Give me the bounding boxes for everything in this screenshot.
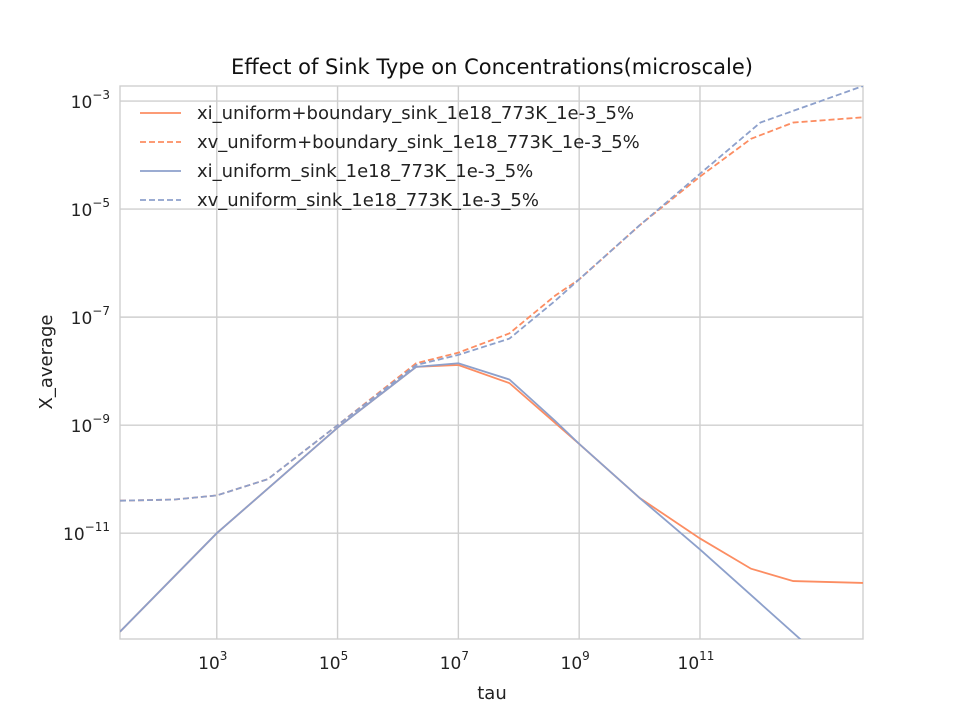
legend-label: xi_uniform_sink_1e18_773K_1e-3_5% bbox=[197, 161, 533, 182]
tick-labels: 103 105 107 109 1011 10−11 10−9 10−7 10−5 10−3 bbox=[63, 88, 714, 674]
x-axis-label: tau bbox=[477, 683, 507, 704]
y-tick-label: 10−9 bbox=[71, 412, 110, 437]
y-tick-label: 10−11 bbox=[63, 520, 110, 545]
x-tick-label: 107 bbox=[440, 649, 469, 674]
plot-frame bbox=[119, 85, 864, 640]
x-tick-label: 109 bbox=[561, 649, 590, 674]
y-tick-label: 10−5 bbox=[71, 196, 110, 221]
series-line-3 bbox=[120, 362, 802, 639]
x-tick-label: 105 bbox=[319, 649, 348, 674]
series-line-2 bbox=[120, 116, 863, 502]
legend-label: xi_uniform+boundary_sink_1e18_773K_1e-3_… bbox=[197, 103, 634, 124]
y-tick-label: 10−3 bbox=[71, 88, 110, 113]
series-line-4 bbox=[120, 86, 863, 502]
x-tick-label: 103 bbox=[198, 649, 227, 674]
x-tick-label: 1011 bbox=[678, 649, 715, 674]
series-line-1 bbox=[120, 364, 863, 633]
y-tick-label: 10−7 bbox=[71, 304, 110, 329]
legend-label: xv_uniform_sink_1e18_773K_1e-3_5% bbox=[197, 190, 539, 211]
grid-lines bbox=[120, 86, 863, 639]
y-axis-label: X_average bbox=[36, 314, 57, 409]
series-layer bbox=[120, 86, 863, 639]
legend: xi_uniform+boundary_sink_1e18_773K_1e-3_… bbox=[140, 103, 640, 211]
legend-label: xv_uniform+boundary_sink_1e18_773K_1e-3_… bbox=[197, 132, 640, 153]
chart-title: Effect of Sink Type on Concentrations(mi… bbox=[231, 55, 753, 79]
